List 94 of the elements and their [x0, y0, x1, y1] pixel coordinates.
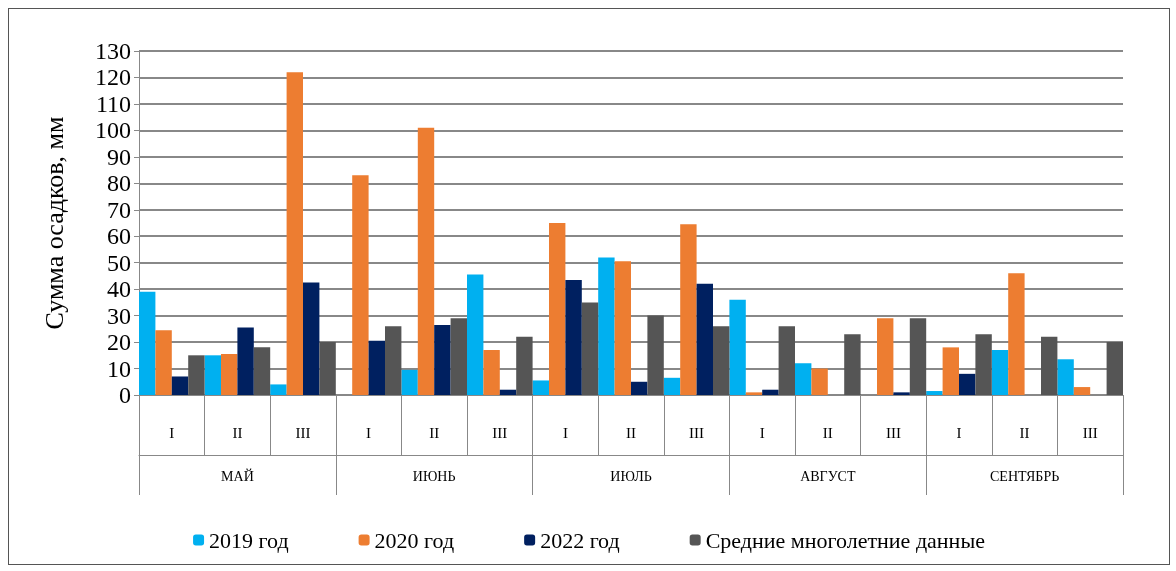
bar: [926, 391, 943, 395]
text: СЕНТЯБРЬ: [989, 468, 1060, 484]
bar: [795, 363, 812, 395]
bar: [663, 377, 681, 395]
bar: [844, 334, 861, 395]
x-tick-label: III: [295, 424, 311, 441]
bar: [303, 282, 320, 395]
bar: [893, 392, 910, 395]
x-tick-label: I: [956, 424, 962, 441]
y-tick-label: 100: [95, 117, 131, 144]
bar: [991, 350, 1009, 395]
bar: [1057, 359, 1074, 395]
y-tick-label: 10: [107, 355, 131, 382]
y-tick-label: 30: [107, 302, 131, 329]
bar: [499, 389, 517, 395]
bar: [483, 350, 500, 395]
y-tick-label: 20: [107, 329, 131, 356]
y-tick-label: 80: [107, 170, 131, 197]
bar: [532, 380, 549, 395]
bar: [253, 347, 271, 395]
bar: [401, 369, 418, 395]
y-tick-label: 40: [107, 276, 131, 303]
x-tick-label: II: [232, 424, 243, 441]
bar: [959, 373, 976, 395]
x-tick-label: III: [492, 424, 508, 441]
bar: [450, 318, 467, 395]
text: ИЮЛЬ: [610, 468, 652, 484]
bar: [811, 368, 828, 395]
bar: [188, 355, 205, 395]
bar: [171, 376, 189, 395]
bar: [417, 127, 435, 395]
y-tick-label: 50: [107, 249, 131, 276]
y-tick-label: 90: [107, 143, 131, 170]
text: МАЙ: [221, 467, 254, 484]
bar: [549, 223, 566, 395]
bar: [909, 318, 927, 395]
bar: [745, 392, 763, 395]
bar: [385, 326, 402, 395]
bar: [942, 347, 959, 395]
bar: [778, 326, 795, 395]
bar: [598, 257, 615, 395]
x-tick-label: I: [169, 424, 175, 441]
x-tick-label: II: [822, 424, 833, 441]
bar: [581, 302, 599, 395]
legend-label: 2020 год: [374, 527, 455, 553]
y-tick-label: 110: [95, 90, 131, 117]
bar: [516, 336, 533, 395]
x-tick-label: I: [759, 424, 765, 441]
bar: [729, 299, 746, 395]
y-tick-label: 70: [107, 196, 131, 223]
bar: [1106, 342, 1123, 395]
bar: [204, 355, 221, 395]
bar: [696, 283, 713, 395]
legend-label: Средние многолетние данные: [705, 527, 985, 553]
bar: [319, 342, 336, 395]
x-tick-label: II: [626, 424, 636, 441]
bar: [139, 291, 156, 395]
x-tick-label: II: [1019, 424, 1030, 441]
x-tick-label: I: [366, 424, 372, 441]
bar: [237, 327, 254, 395]
x-tick-label: III: [885, 424, 901, 441]
bar: [155, 330, 172, 395]
x-tick-label: I: [562, 424, 568, 441]
bar: [352, 175, 369, 395]
legend-label: 2022 год: [540, 527, 620, 553]
bar: [647, 315, 664, 395]
bar: [680, 224, 697, 395]
bar: [434, 324, 451, 395]
bar: [631, 381, 648, 395]
bar: [565, 279, 582, 395]
y-tick-label: 130: [95, 38, 131, 64]
x-tick-label: III: [1082, 424, 1098, 441]
bar: [270, 384, 287, 395]
bar: [368, 340, 385, 395]
y-tick-label: 60: [107, 223, 131, 250]
bar: [286, 72, 303, 395]
bar: [762, 389, 779, 395]
bar: [975, 334, 992, 395]
y-tick-label: 120: [95, 64, 131, 91]
text: ИЮНЬ: [412, 468, 456, 484]
text: АВГУСТ: [800, 468, 856, 484]
bar: [1073, 387, 1091, 395]
bar: [713, 326, 730, 395]
bar: [1041, 336, 1058, 395]
bar: [467, 274, 484, 395]
x-tick-label: II: [429, 424, 440, 441]
y-tick-label: 0: [119, 382, 131, 408]
y-axis-title: Сумма осадков, мм: [39, 116, 69, 330]
legend-label: 2019 год: [209, 527, 289, 553]
bar: [221, 353, 238, 395]
bar: [1008, 273, 1025, 395]
bar: [614, 261, 631, 395]
bar: [877, 318, 894, 395]
x-tick-label: III: [689, 424, 705, 441]
